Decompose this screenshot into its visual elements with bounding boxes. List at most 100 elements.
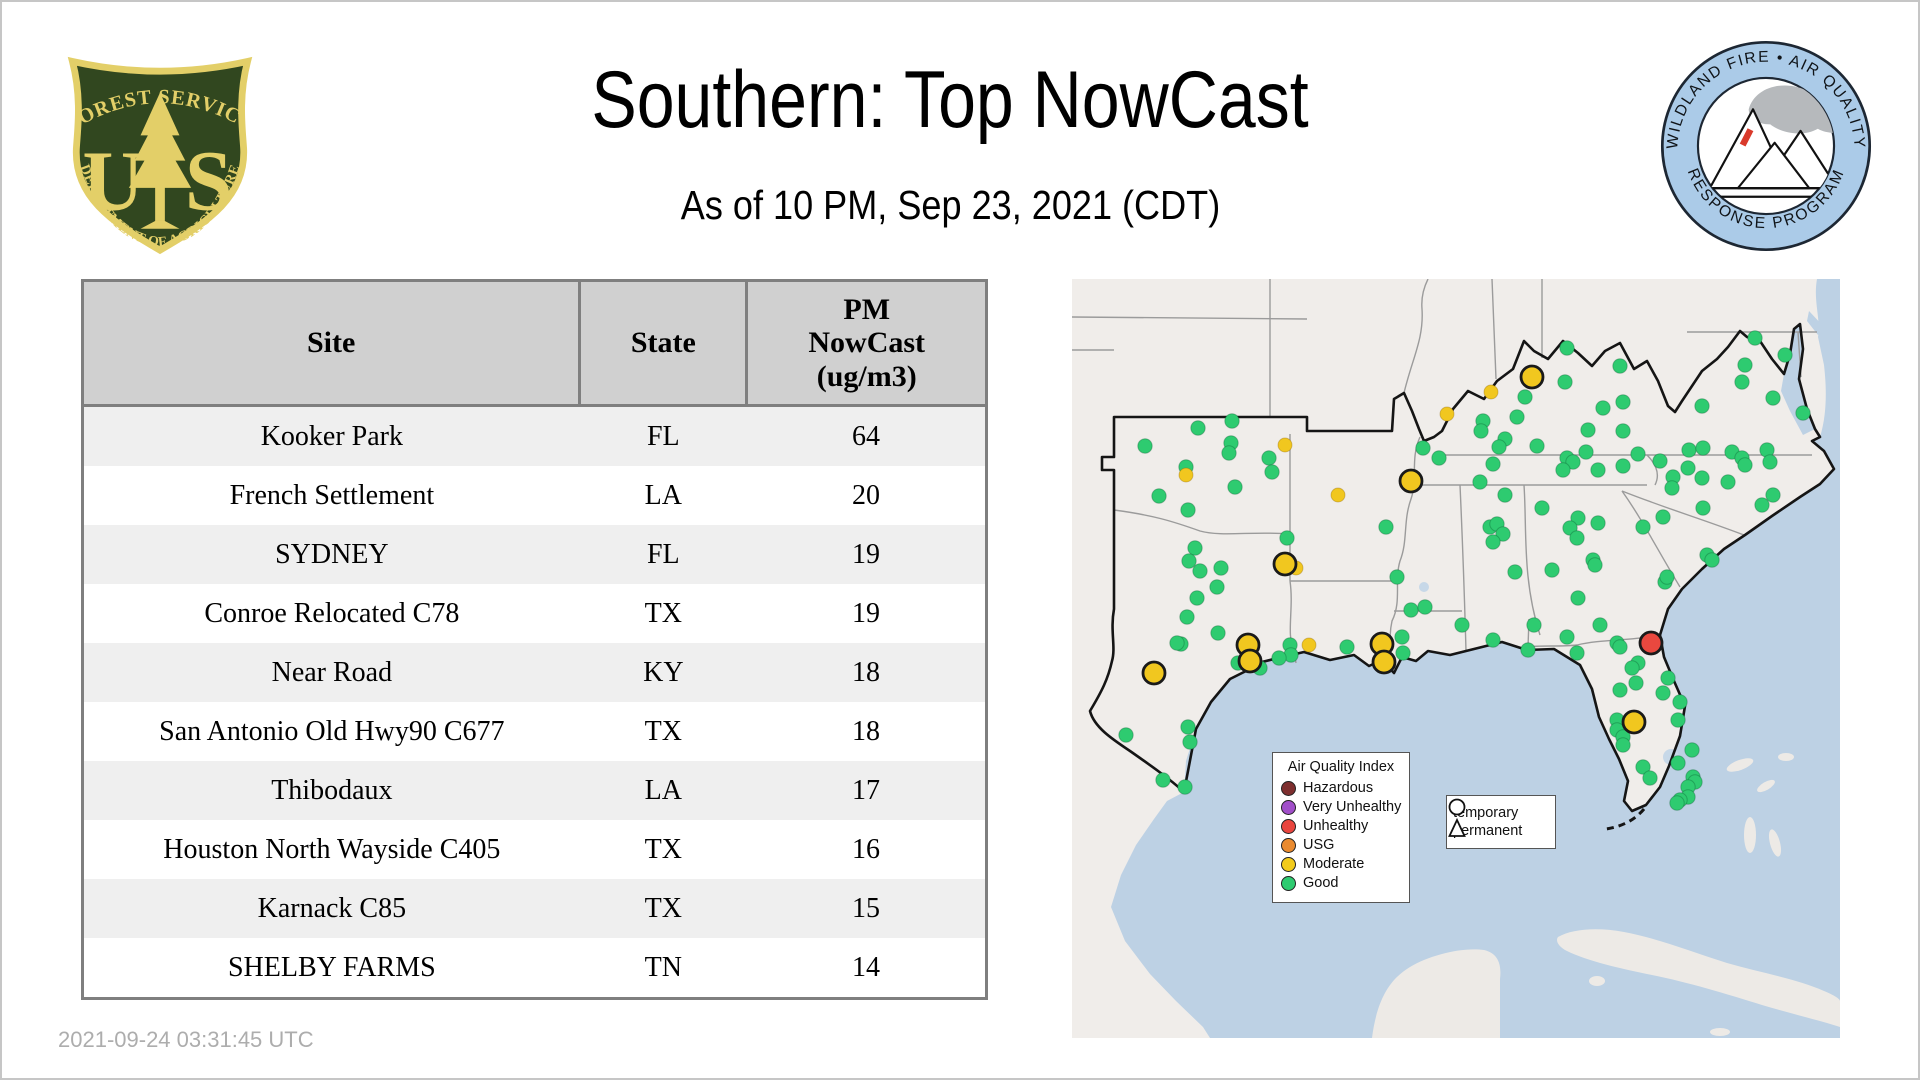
good-site-marker bbox=[1491, 439, 1507, 455]
good-site-marker bbox=[1580, 422, 1596, 438]
aqi-category-dot-icon bbox=[1281, 856, 1296, 872]
moderate-temporary-marker bbox=[1398, 468, 1424, 494]
generated-timestamp: 2021-09-24 03:31:45 UTC bbox=[58, 1027, 314, 1052]
state-cell: LA bbox=[644, 774, 682, 806]
column-header-pm: PM NowCast (ug/m3) bbox=[745, 279, 988, 407]
moderate-temporary-marker bbox=[1519, 364, 1545, 390]
good-site-marker bbox=[1529, 438, 1545, 454]
unhealthy-temporary-marker bbox=[1638, 630, 1664, 656]
pm-value-cell: 18 bbox=[851, 715, 880, 747]
bahamas-islands bbox=[1726, 753, 1794, 857]
page-title: Southern: Top NowCast bbox=[591, 55, 1309, 145]
good-site-marker bbox=[1213, 560, 1229, 576]
moderate-permanent-marker bbox=[1330, 487, 1346, 503]
good-site-marker bbox=[1642, 770, 1658, 786]
pm-value-cell: 17 bbox=[851, 774, 880, 806]
good-site-marker bbox=[1187, 540, 1203, 556]
state-cell: FL bbox=[646, 420, 680, 452]
good-site-marker bbox=[1562, 520, 1578, 536]
state-cell: TN bbox=[644, 951, 682, 983]
good-site-marker bbox=[1628, 675, 1644, 691]
moderate-permanent-marker bbox=[1301, 637, 1317, 653]
moderate-permanent-marker bbox=[1178, 467, 1194, 483]
state-cell: TX bbox=[644, 892, 682, 924]
isla-juventud bbox=[1589, 976, 1605, 986]
good-site-marker bbox=[1592, 617, 1608, 633]
good-site-marker bbox=[1454, 617, 1470, 633]
yucatan-peninsula bbox=[1372, 949, 1501, 1038]
good-site-marker bbox=[1670, 755, 1686, 771]
good-site-marker bbox=[1655, 509, 1671, 525]
good-site-marker bbox=[1684, 742, 1700, 758]
aqi-legend-item: Good bbox=[1281, 875, 1401, 891]
table-row: Karnack C85 TX 15 bbox=[82, 879, 987, 938]
good-site-marker bbox=[1517, 389, 1533, 405]
site-cell: Conroe Relocated C78 bbox=[204, 597, 460, 629]
good-site-marker bbox=[1190, 420, 1206, 436]
good-site-marker bbox=[1509, 409, 1525, 425]
good-site-marker bbox=[1182, 734, 1198, 750]
good-site-marker bbox=[1777, 347, 1793, 363]
aqi-category-label: Good bbox=[1303, 875, 1339, 891]
good-site-marker bbox=[1394, 629, 1410, 645]
good-site-marker bbox=[1155, 772, 1171, 788]
nowcast-table-body: Kooker Park FL 64 French Settlement LA 20 SYDN… bbox=[82, 405, 987, 999]
good-site-marker bbox=[1559, 340, 1575, 356]
pm-value-cell: 64 bbox=[851, 420, 880, 452]
aqi-category-label: USG bbox=[1303, 837, 1335, 853]
moderate-temporary-marker bbox=[1371, 649, 1397, 675]
good-site-marker bbox=[1544, 562, 1560, 578]
temporary-label: temporary bbox=[1453, 804, 1519, 821]
good-site-marker bbox=[1431, 450, 1447, 466]
florida-keys bbox=[1605, 808, 1646, 831]
permanent-marker-icon bbox=[1448, 817, 1466, 837]
good-site-marker bbox=[1737, 457, 1753, 473]
good-site-marker bbox=[1720, 474, 1736, 490]
good-site-marker bbox=[1612, 358, 1628, 374]
good-site-marker bbox=[1497, 487, 1513, 503]
aqi-legend-item: Hazardous bbox=[1281, 780, 1401, 796]
map-markers bbox=[1118, 330, 1811, 811]
table-row: Near Road KY 18 bbox=[82, 643, 987, 702]
site-cell: French Settlement bbox=[229, 479, 435, 511]
good-site-marker bbox=[1395, 645, 1411, 661]
site-cell: Karnack C85 bbox=[257, 892, 407, 924]
fire-icon bbox=[1739, 128, 1754, 147]
good-site-marker bbox=[1570, 590, 1586, 606]
good-site-marker bbox=[1587, 557, 1603, 573]
aqi-legend-title: Air Quality Index bbox=[1287, 759, 1395, 775]
state-cell: LA bbox=[644, 479, 682, 511]
good-site-marker bbox=[1734, 374, 1750, 390]
good-site-marker bbox=[1635, 519, 1651, 535]
good-site-marker bbox=[1652, 453, 1668, 469]
good-site-marker bbox=[1507, 564, 1523, 580]
good-site-marker bbox=[1590, 515, 1606, 531]
good-site-marker bbox=[1526, 617, 1542, 633]
good-site-marker bbox=[1612, 682, 1628, 698]
column-header-state: State bbox=[578, 279, 749, 407]
page-subtitle: As of 10 PM, Sep 23, 2021 (CDT) bbox=[680, 182, 1220, 228]
aqi-legend-item: Moderate bbox=[1281, 856, 1401, 872]
good-site-marker bbox=[1227, 479, 1243, 495]
good-site-marker bbox=[1485, 534, 1501, 550]
good-site-marker bbox=[1664, 480, 1680, 496]
good-site-marker bbox=[1569, 645, 1585, 661]
moderate-permanent-marker bbox=[1439, 406, 1455, 422]
good-site-marker bbox=[1635, 759, 1651, 775]
good-site-marker bbox=[1180, 719, 1196, 735]
good-site-marker bbox=[1624, 660, 1640, 676]
good-site-marker bbox=[1681, 442, 1697, 458]
moderate-temporary-marker bbox=[1621, 709, 1647, 735]
good-site-marker bbox=[1615, 458, 1631, 474]
good-site-marker bbox=[1559, 629, 1575, 645]
map-mainland bbox=[1072, 279, 1834, 1038]
good-site-marker bbox=[1695, 440, 1711, 456]
good-site-marker bbox=[1520, 642, 1536, 658]
good-site-marker bbox=[1754, 497, 1770, 513]
good-site-marker bbox=[1569, 530, 1585, 546]
aqi-category-dot-icon bbox=[1281, 799, 1296, 815]
moderate-temporary-marker bbox=[1237, 648, 1263, 674]
delaware-bay bbox=[1807, 311, 1824, 335]
good-site-marker bbox=[1737, 357, 1753, 373]
